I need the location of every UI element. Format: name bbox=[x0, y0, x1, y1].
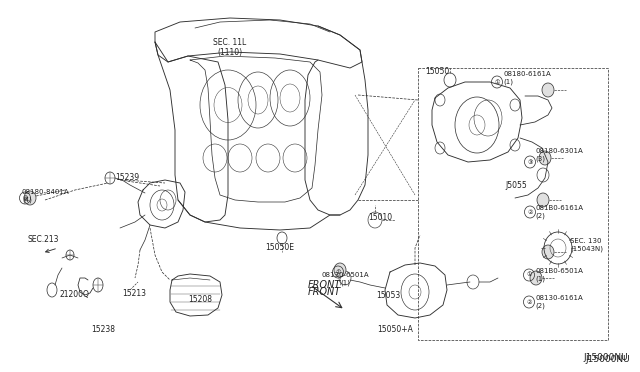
Text: 15053: 15053 bbox=[376, 291, 400, 299]
Text: 15213: 15213 bbox=[122, 289, 146, 298]
Text: ④: ④ bbox=[22, 196, 28, 201]
Text: FRONT: FRONT bbox=[308, 287, 341, 297]
Text: 15238: 15238 bbox=[91, 326, 115, 334]
Text: J5055: J5055 bbox=[505, 182, 527, 190]
Text: ②: ② bbox=[526, 299, 532, 305]
Text: 15050: 15050 bbox=[425, 67, 449, 77]
Text: SEC. 130
(15043N): SEC. 130 (15043N) bbox=[570, 238, 603, 252]
Text: SEC.213: SEC.213 bbox=[28, 235, 60, 244]
Text: 08130-6501A
(1): 08130-6501A (1) bbox=[321, 272, 369, 285]
Text: 08180-6301A
(3): 08180-6301A (3) bbox=[535, 148, 583, 162]
Text: 21200Q: 21200Q bbox=[60, 291, 90, 299]
Ellipse shape bbox=[530, 271, 542, 285]
Text: ③: ③ bbox=[527, 160, 533, 164]
Text: J15000NU: J15000NU bbox=[584, 353, 628, 362]
Ellipse shape bbox=[24, 191, 36, 205]
Text: FRONT: FRONT bbox=[308, 280, 341, 290]
Text: 15239: 15239 bbox=[115, 173, 139, 183]
Ellipse shape bbox=[542, 83, 554, 97]
Text: 081B0-6501A
(1): 081B0-6501A (1) bbox=[535, 268, 583, 282]
Text: 08180-6161A
(1): 08180-6161A (1) bbox=[503, 71, 551, 85]
Text: ②: ② bbox=[527, 209, 533, 215]
Text: J15000NU: J15000NU bbox=[586, 356, 630, 365]
Ellipse shape bbox=[539, 151, 551, 165]
Text: 15050+A: 15050+A bbox=[377, 326, 413, 334]
Text: ①: ① bbox=[526, 273, 532, 278]
Text: ①: ① bbox=[494, 80, 500, 84]
Text: ①: ① bbox=[335, 269, 341, 275]
Ellipse shape bbox=[537, 193, 549, 207]
Text: 15010: 15010 bbox=[368, 214, 392, 222]
Ellipse shape bbox=[542, 245, 554, 259]
Ellipse shape bbox=[334, 263, 346, 277]
Text: 08180-8401A
(4): 08180-8401A (4) bbox=[22, 189, 70, 203]
Text: 08130-6161A
(2): 08130-6161A (2) bbox=[535, 295, 583, 309]
Text: SEC. 11L
(1110): SEC. 11L (1110) bbox=[213, 38, 246, 57]
Text: 081B0-6161A
(2): 081B0-6161A (2) bbox=[535, 205, 583, 219]
Text: 15050E: 15050E bbox=[266, 244, 294, 253]
Text: 15208: 15208 bbox=[188, 295, 212, 304]
